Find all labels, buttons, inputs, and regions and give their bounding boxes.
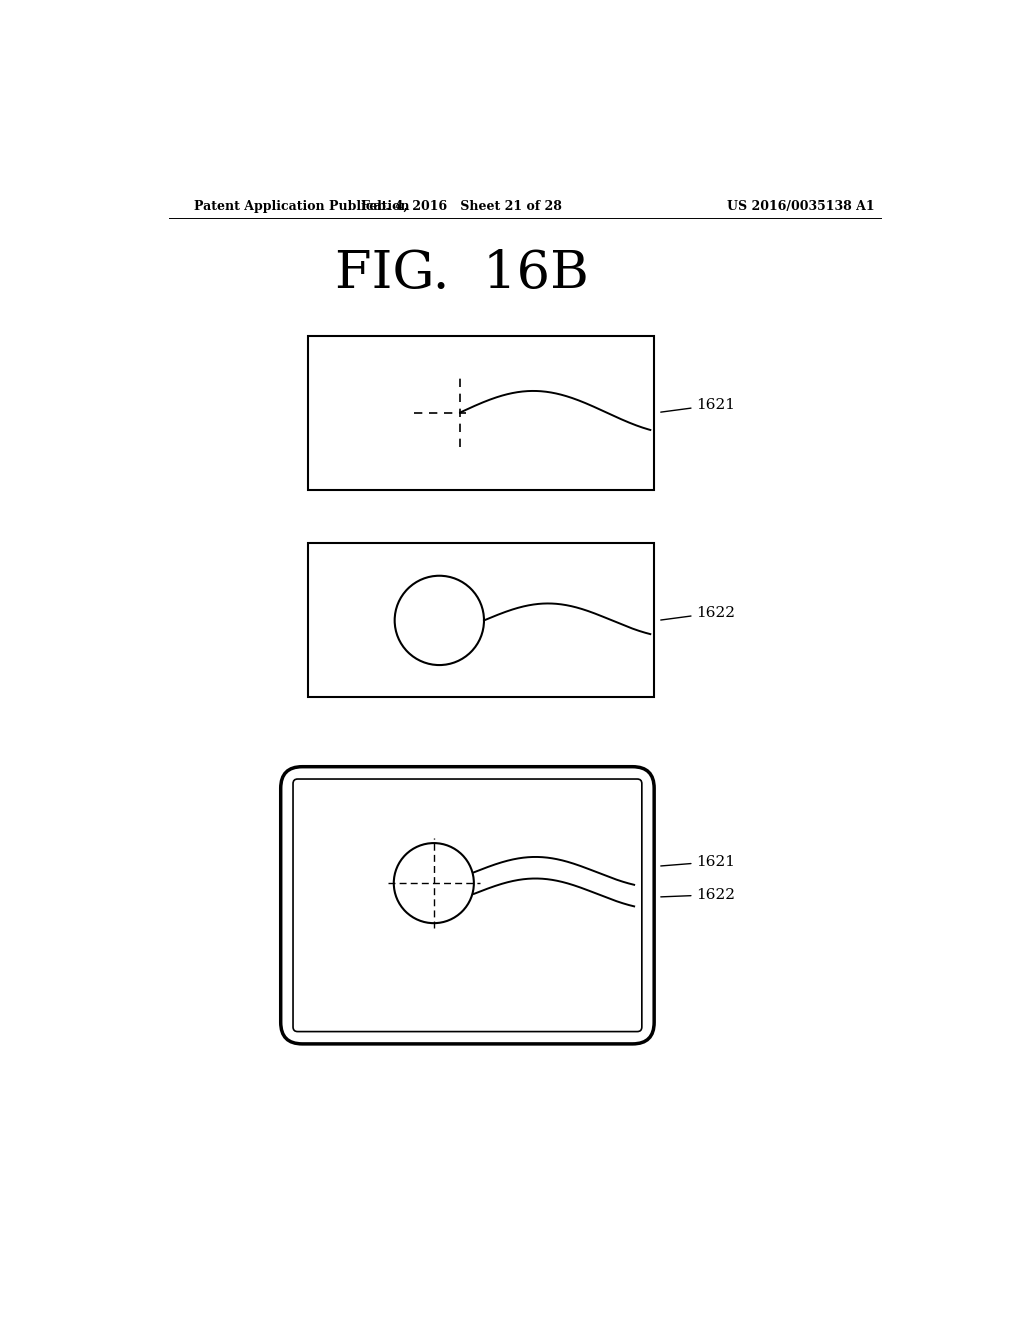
- Text: US 2016/0035138 A1: US 2016/0035138 A1: [727, 199, 874, 213]
- FancyBboxPatch shape: [281, 767, 654, 1044]
- Text: 1622: 1622: [660, 606, 735, 620]
- Text: FIG.  16B: FIG. 16B: [335, 248, 589, 300]
- Circle shape: [394, 843, 474, 923]
- FancyBboxPatch shape: [293, 779, 642, 1032]
- Text: 1622: 1622: [660, 887, 735, 902]
- Circle shape: [394, 576, 484, 665]
- Bar: [307, 335, 654, 490]
- Text: 1621: 1621: [660, 854, 735, 869]
- Text: Patent Application Publication: Patent Application Publication: [194, 199, 410, 213]
- Text: Feb. 4, 2016   Sheet 21 of 28: Feb. 4, 2016 Sheet 21 of 28: [361, 199, 562, 213]
- Bar: [307, 544, 654, 697]
- Text: 1621: 1621: [660, 397, 735, 412]
